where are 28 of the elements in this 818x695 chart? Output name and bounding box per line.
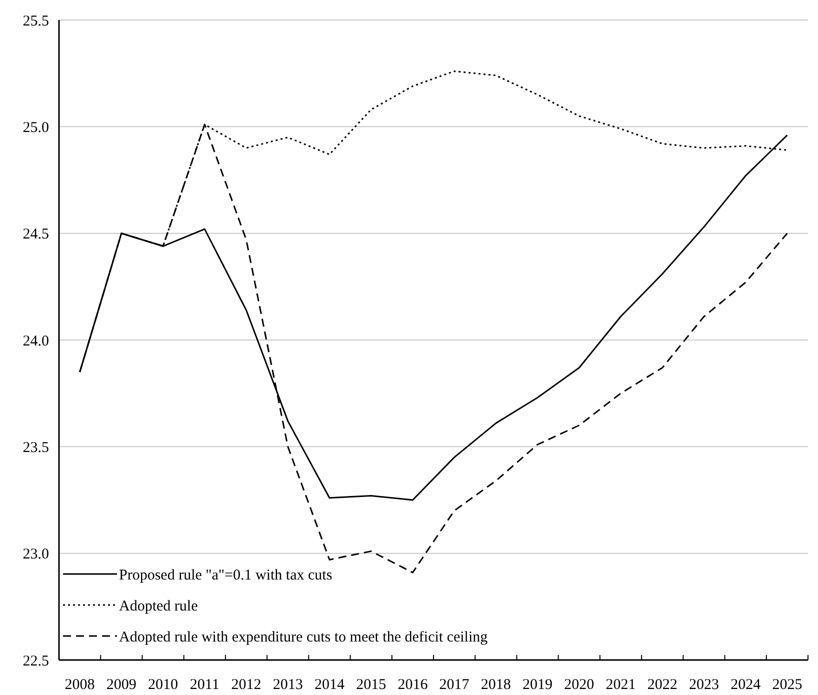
x-tick-label: 2021 [606,677,636,693]
x-tick-label: 2023 [688,677,719,693]
x-tick-label: 2018 [480,677,511,693]
y-tick-label: 24.5 [22,226,49,243]
x-tick-label: 2019 [522,677,553,693]
x-tick-label: 2020 [564,677,594,693]
legend-label: Proposed rule "a"=0.1 with tax cuts [119,567,332,584]
y-tick-label: 23.5 [22,440,49,456]
legend-label: Adopted rule [119,598,198,614]
y-tick-label: 25.5 [22,13,49,30]
y-tick-label: 25.0 [22,120,49,136]
y-tick-label: 22.5 [22,653,49,670]
x-tick-label: 2022 [647,677,678,693]
y-tick-label: 24.0 [22,333,49,350]
x-tick-label: 2014 [314,677,345,693]
x-tick-label: 2024 [730,677,762,693]
x-tick-label: 2016 [398,677,428,693]
x-tick-label: 2013 [272,677,303,693]
x-tick-label: 2008 [64,677,95,693]
x-tick-label: 2017 [439,677,470,693]
x-tick-label: 2015 [356,677,386,693]
x-tick-label: 2025 [772,677,802,693]
x-tick-label: 2009 [106,677,136,693]
x-tick-label: 2011 [190,677,220,693]
y-tick-label: 23.0 [22,546,49,563]
legend-label: Adopted rule with expenditure cuts to meet the deficit ceiling [119,629,488,646]
x-tick-label: 2010 [148,677,178,693]
x-tick-label: 2012 [231,677,262,693]
